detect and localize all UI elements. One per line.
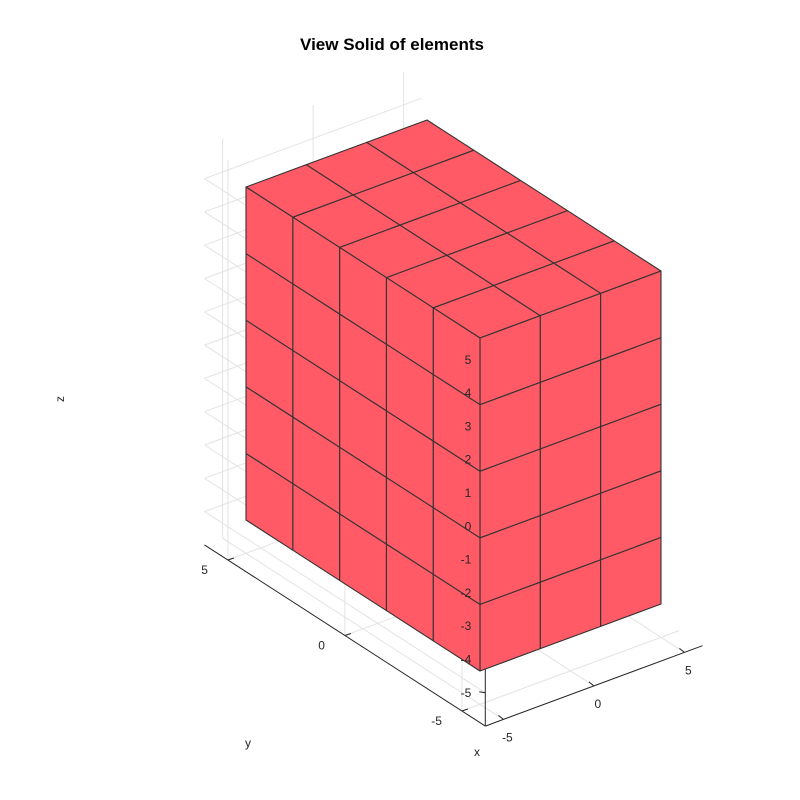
z-axis-label: z	[53, 396, 67, 402]
x-tick-mark	[588, 681, 595, 687]
z-tick-mark	[479, 691, 486, 694]
x-axis-label: x	[474, 745, 480, 759]
x-tick-label: 0	[595, 697, 602, 711]
x-tick-mark	[498, 715, 504, 720]
z-tick-label: 3	[465, 419, 472, 433]
z-tick-label: -4	[461, 653, 472, 667]
z-tick-label: -1	[461, 553, 472, 567]
solid-mesh	[245, 119, 662, 672]
y-axis-label: y	[245, 736, 251, 750]
y-tick-mark	[461, 708, 469, 712]
x-tick-label: -5	[502, 730, 513, 744]
y-tick-mark	[344, 633, 352, 636]
tick-labels: -5 -4 -3 -2 -1 0 1 2 3 4 5 -5 0 5 -5 0 5	[201, 353, 692, 745]
element-face-top	[366, 119, 475, 174]
z-tick-label: 0	[465, 519, 472, 533]
z-tick-label: 4	[465, 386, 472, 400]
z-tick-label: -2	[461, 586, 472, 600]
element-face-side	[245, 186, 294, 285]
z-tick-label: 1	[465, 486, 472, 500]
z-tick-label: 2	[465, 453, 472, 467]
z-tick-label: 5	[465, 353, 472, 367]
y-tick-mark	[227, 557, 235, 561]
y-tick-label: -5	[431, 714, 442, 728]
z-tick-label: -3	[461, 619, 472, 633]
z-tick-label: -5	[461, 686, 472, 700]
chart-title: View Solid of elements	[300, 35, 484, 54]
x-tick-label: 5	[685, 663, 692, 677]
y-tick-label: 0	[318, 639, 325, 653]
y-tick-label: 5	[201, 563, 208, 577]
element-face-front	[600, 270, 662, 361]
grid-line	[461, 630, 680, 712]
x-tick-mark	[679, 648, 685, 653]
